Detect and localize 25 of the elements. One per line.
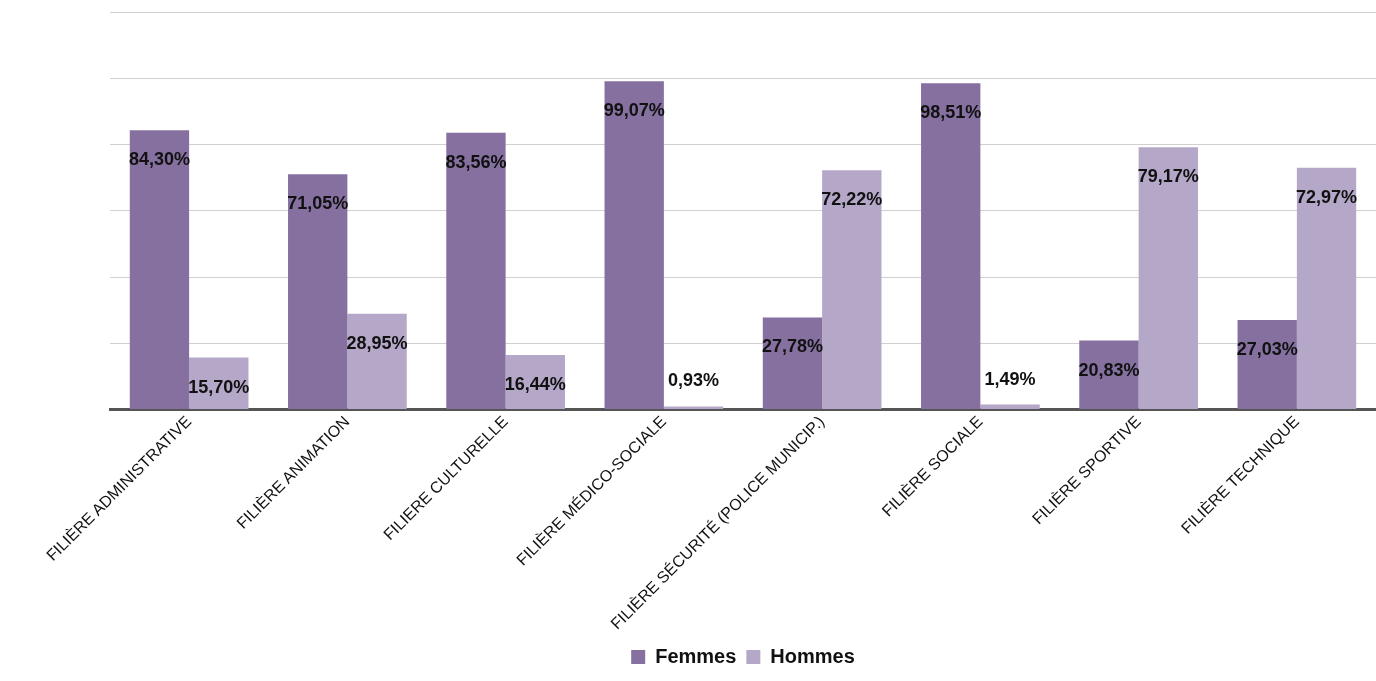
bar: [129, 130, 190, 410]
data-label: 28,95%: [346, 332, 408, 353]
bar: [1296, 167, 1357, 410]
legend-label: Femmes: [655, 644, 737, 667]
bar: [446, 132, 506, 410]
bar: [921, 83, 981, 410]
data-label: 16,44%: [504, 374, 566, 395]
data-label: 20,83%: [1078, 359, 1140, 380]
data-label: 72,22%: [821, 189, 883, 210]
data-label: 0,93%: [668, 370, 720, 391]
data-label: 79,17%: [1137, 166, 1199, 187]
data-label: 83,56%: [445, 151, 507, 172]
bar: [1138, 147, 1198, 410]
data-label: 72,97%: [1296, 186, 1358, 207]
bar: [663, 406, 724, 410]
bar: [604, 81, 664, 410]
legend-label: Hommes: [770, 644, 855, 667]
data-label: 1,49%: [984, 368, 1036, 389]
bar: [1237, 320, 1297, 410]
bar: [822, 170, 882, 410]
bar: [288, 174, 348, 410]
bar: [347, 313, 407, 410]
data-label: 15,70%: [188, 376, 250, 397]
bar: [980, 404, 1040, 410]
data-label: 27,03%: [1236, 338, 1298, 359]
